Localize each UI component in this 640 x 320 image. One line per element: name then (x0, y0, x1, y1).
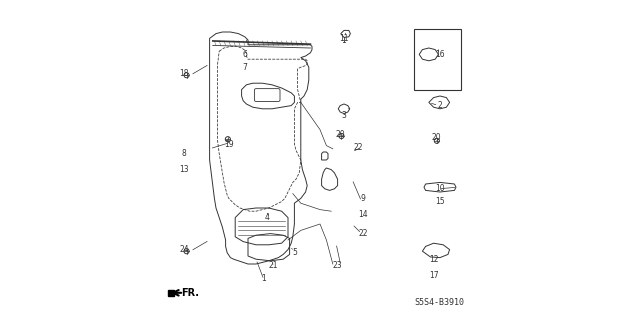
Text: FR.: FR. (181, 288, 199, 298)
Text: 2: 2 (438, 101, 442, 110)
Text: 10: 10 (435, 184, 445, 193)
Text: 1: 1 (262, 274, 266, 283)
Text: 7: 7 (243, 63, 247, 72)
Text: 17: 17 (429, 271, 438, 280)
Text: 12: 12 (429, 255, 438, 264)
Text: 18: 18 (179, 69, 189, 78)
Text: 15: 15 (435, 197, 445, 206)
Text: 8: 8 (182, 149, 186, 158)
Text: 22: 22 (358, 229, 368, 238)
Text: 20: 20 (336, 130, 346, 139)
Text: 13: 13 (179, 165, 189, 174)
Text: 22: 22 (354, 143, 363, 152)
Text: S5S4-B3910: S5S4-B3910 (414, 298, 464, 307)
Text: 16: 16 (435, 50, 445, 59)
Text: 4: 4 (265, 213, 269, 222)
Text: 3: 3 (342, 111, 346, 120)
Text: 5: 5 (292, 248, 297, 257)
Text: 23: 23 (333, 261, 342, 270)
Text: 11: 11 (339, 34, 349, 43)
Text: 19: 19 (224, 140, 234, 148)
Text: 20: 20 (432, 133, 442, 142)
Polygon shape (168, 290, 174, 296)
Text: 9: 9 (361, 194, 365, 203)
Text: 24: 24 (179, 245, 189, 254)
Text: 21: 21 (269, 261, 278, 270)
Text: 14: 14 (358, 210, 368, 219)
Text: 6: 6 (243, 50, 247, 59)
